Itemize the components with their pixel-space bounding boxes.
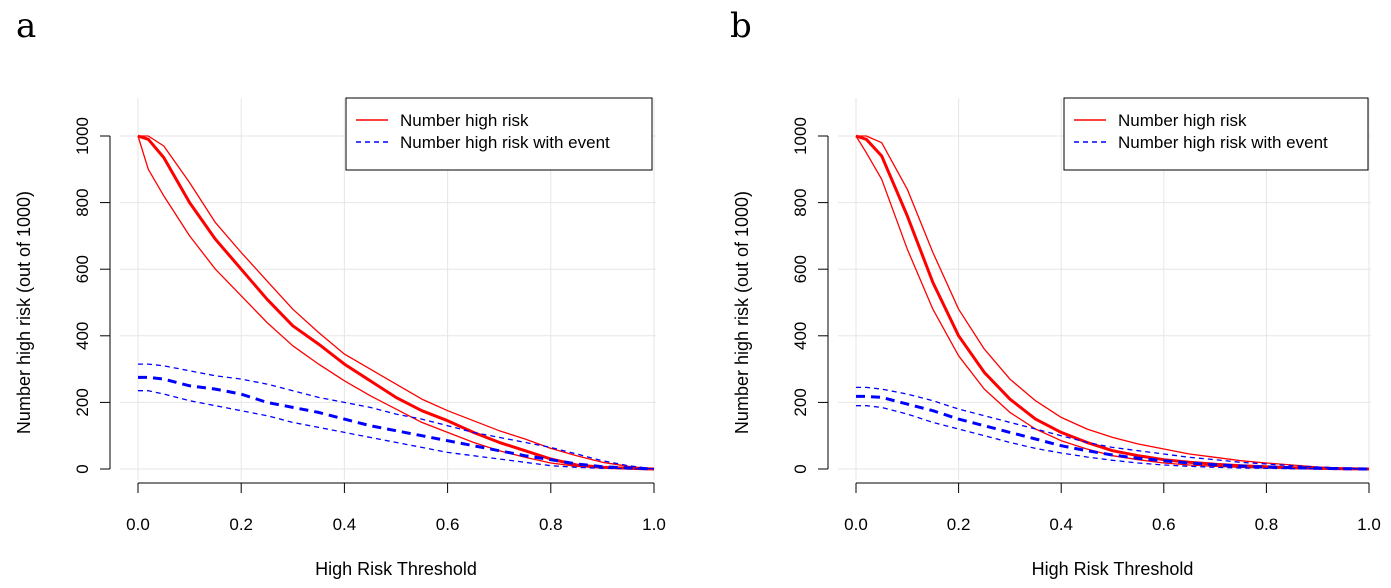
panel-label-b: b xyxy=(730,6,752,46)
x-axis: 0.0 0.2 0.4 0.6 0.8 1.0 xyxy=(126,482,666,534)
x-tick-label: 1.0 xyxy=(1357,515,1381,534)
series-line-high-risk-lower xyxy=(855,135,1369,470)
x-tick-label: 1.0 xyxy=(642,515,666,534)
panel-label-a: a xyxy=(16,6,37,46)
y-axis: 0 200 400 600 800 1000 xyxy=(73,117,111,474)
series-line-high-risk-upper xyxy=(856,135,1370,470)
x-tick-label: 0.8 xyxy=(539,515,563,534)
series-line-high-risk-with-event-estimate xyxy=(856,394,1370,471)
y-tick-label: 600 xyxy=(791,255,810,283)
x-tick-label: 0.2 xyxy=(947,515,971,534)
chart-panel-b: 0.0 0.2 0.4 0.6 0.8 1.0 0 200 400 600 800 1000 High … xyxy=(732,97,1381,579)
y-tick-label: 0 xyxy=(73,464,92,473)
series-line-high-risk-estimate xyxy=(137,134,655,471)
y-tick-label: 200 xyxy=(73,388,92,416)
y-tick-label: 400 xyxy=(73,322,92,350)
legend-label-high-risk: Number high risk xyxy=(400,111,529,130)
y-axis: 0 200 400 600 800 1000 xyxy=(791,117,829,474)
legend-label-high-risk: Number high risk xyxy=(1118,111,1247,130)
y-axis-label: Number high risk (out of 1000) xyxy=(732,191,752,434)
x-axis-label: High Risk Threshold xyxy=(1032,559,1194,579)
y-tick-label: 800 xyxy=(791,188,810,216)
x-axis: 0.0 0.2 0.4 0.6 0.8 1.0 xyxy=(844,482,1381,534)
series-line-high-risk-upper xyxy=(138,135,655,470)
legend-box xyxy=(1063,97,1369,171)
series-line-high-risk-with-event-lower xyxy=(138,390,655,470)
y-tick-label: 800 xyxy=(73,188,92,216)
legend: Number high risk Number high risk with ev… xyxy=(1063,97,1369,171)
series-line-high-risk-with-event-lower xyxy=(856,405,1369,470)
x-tick-label: 0.0 xyxy=(844,515,868,534)
legend-box xyxy=(345,97,653,171)
x-tick-label: 0.4 xyxy=(333,515,357,534)
series-line-high-risk-estimate xyxy=(855,134,1370,471)
y-tick-label: 400 xyxy=(791,322,810,350)
x-tick-label: 0.6 xyxy=(1152,515,1176,534)
legend-label-high-risk-with-event: Number high risk with event xyxy=(1118,133,1328,152)
x-tick-label: 0.4 xyxy=(1049,515,1073,534)
x-tick-label: 0.2 xyxy=(229,515,253,534)
y-tick-label: 200 xyxy=(791,388,810,416)
y-tick-label: 1000 xyxy=(791,117,810,155)
y-tick-label: 600 xyxy=(73,255,92,283)
series-line-high-risk-with-event-upper xyxy=(856,386,1370,470)
chart-panel-a: 0.0 0.2 0.4 0.6 0.8 1.0 0 200 400 600 800 1000 High … xyxy=(14,97,666,579)
x-axis-label: High Risk Threshold xyxy=(315,559,477,579)
x-tick-label: 0.0 xyxy=(126,515,150,534)
x-tick-label: 0.8 xyxy=(1255,515,1279,534)
x-tick-label: 0.6 xyxy=(436,515,460,534)
series-line-high-risk-with-event-upper xyxy=(138,363,655,470)
y-axis-label: Number high risk (out of 1000) xyxy=(14,191,34,434)
series-line-high-risk-with-event-estimate xyxy=(138,375,655,471)
legend-label-high-risk-with-event: Number high risk with event xyxy=(400,133,610,152)
legend: Number high risk Number high risk with ev… xyxy=(345,97,653,171)
series-line-high-risk-lower xyxy=(137,135,655,470)
y-tick-label: 1000 xyxy=(73,117,92,155)
y-tick-label: 0 xyxy=(791,464,810,473)
